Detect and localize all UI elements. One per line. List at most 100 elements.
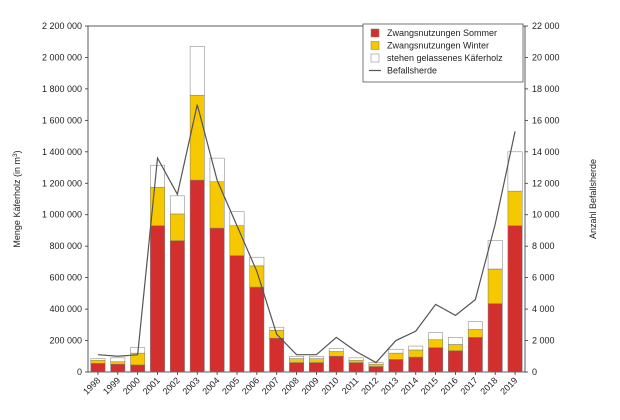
bar-segment-3 — [169, 195, 185, 215]
x-tick-label: 2007 — [260, 375, 281, 396]
bar-segment-3 — [150, 164, 165, 188]
bar-segment-3 — [487, 240, 503, 270]
bar-segment-3 — [110, 357, 126, 363]
y-tick-label: 1 400 000 — [42, 147, 82, 157]
legend-label: stehen gelassenes Käferholz — [387, 53, 503, 63]
bar-segment-2 — [428, 339, 444, 348]
y-tick-label: 400 000 — [49, 304, 82, 314]
bar-segment-2 — [348, 359, 364, 363]
bar-segment-2 — [467, 329, 483, 338]
legend-swatch — [370, 28, 380, 38]
bar-segment-1 — [229, 255, 245, 373]
bar-segment-3 — [269, 326, 285, 331]
bar-segment-1 — [309, 362, 324, 373]
x-tick-label: 2018 — [478, 375, 499, 396]
bar-segment-1 — [249, 286, 265, 373]
y2-tick-label: 12 000 — [532, 178, 560, 188]
y2-tick-label: 8 000 — [532, 241, 555, 251]
x-tick-label: 1999 — [101, 375, 122, 396]
bar-segment-2 — [408, 349, 424, 358]
y-axis-title-text: Menge Käferholz (in m — [12, 157, 22, 248]
bar-segment-1 — [368, 366, 384, 373]
x-tick-label: 2006 — [240, 375, 261, 396]
y2-axis-title: Anzahl Befallsherde — [588, 159, 598, 239]
x-tick-label: 2011 — [340, 375, 361, 396]
bar-segment-1 — [209, 227, 225, 373]
x-tick-label: 2017 — [459, 375, 480, 396]
legend-label: Zwangsnutzungen Sommer — [387, 28, 497, 38]
y-tick-label: 1 800 000 — [42, 84, 82, 94]
bar-segment-1 — [408, 356, 424, 373]
legend-label: Zwangsnutzungen Winter — [387, 41, 489, 51]
legend-box — [362, 23, 524, 83]
y-tick-label: 1 200 000 — [42, 178, 82, 188]
x-tick-label: 2015 — [419, 375, 440, 396]
bar-segment-1 — [289, 362, 304, 373]
x-tick-label: 2000 — [121, 375, 142, 396]
legend-label: Befallsherde — [387, 66, 437, 76]
y-tick-label: 200 000 — [49, 336, 82, 346]
x-tick-label: 2005 — [220, 375, 241, 396]
x-tick-label: 2019 — [498, 375, 519, 396]
bar-segment-1 — [487, 303, 503, 373]
x-tick-label: 2016 — [439, 375, 460, 396]
y-axis-title: Menge Käferholz (in m3) — [12, 150, 22, 247]
y-tick-label: 1 000 000 — [42, 210, 82, 220]
bar-segment-2 — [90, 359, 106, 364]
bar-segment-1 — [130, 364, 146, 373]
bar-segment-1 — [150, 225, 165, 373]
x-tick-label: 2009 — [300, 375, 321, 396]
bar-segment-1 — [467, 337, 483, 373]
bar-segment-1 — [90, 363, 106, 373]
bar-segment-1 — [388, 359, 404, 373]
bar-segment-3 — [448, 337, 463, 345]
plot-area-border — [87, 25, 526, 373]
bar-segment-1 — [507, 225, 523, 373]
bar-segment-3 — [348, 357, 364, 361]
legend-swatch — [370, 41, 380, 50]
y-axis-title-superscript: 3 — [12, 153, 19, 157]
y2-tick-label: 4 000 — [532, 304, 555, 314]
bar-segment-1 — [348, 362, 364, 373]
y-axis-title-suffix: ) — [12, 150, 22, 153]
bar-segment-2 — [507, 190, 523, 226]
x-tick-label: 2013 — [379, 375, 400, 396]
bar-segment-2 — [388, 352, 404, 360]
y2-tick-label: 14 000 — [532, 147, 560, 157]
bar-segment-3 — [408, 345, 424, 351]
bar-segment-2 — [209, 181, 225, 229]
bar-segment-2 — [448, 344, 463, 352]
y2-tick-label: 2 000 — [532, 336, 555, 346]
x-tick-label: 2004 — [200, 375, 221, 396]
y2-tick-label: 18 000 — [532, 84, 560, 94]
y2-tick-label: 22 000 — [532, 21, 560, 31]
bar-segment-3 — [189, 46, 205, 96]
x-tick-label: 2001 — [141, 375, 162, 396]
y2-tick-label: 16 000 — [532, 115, 560, 125]
bar-segment-3 — [309, 356, 324, 359]
bar-segment-3 — [289, 356, 304, 359]
y2-tick-label: 20 000 — [532, 52, 560, 62]
befallsherde-line — [97, 104, 516, 364]
x-tick-label: 2002 — [161, 375, 182, 396]
bar-segment-1 — [428, 347, 444, 373]
bar-segment-1 — [448, 350, 463, 373]
bar-segment-2 — [110, 361, 126, 365]
y2-tick-label: 0 — [532, 367, 537, 377]
y-tick-label: 1 600 000 — [42, 115, 82, 125]
bar-segment-2 — [169, 213, 185, 241]
x-tick-label: 2008 — [280, 375, 301, 396]
bar-segment-1 — [189, 179, 205, 373]
legend-swatch — [370, 53, 380, 63]
bar-segment-3 — [328, 348, 344, 352]
bar-segment-3 — [467, 321, 483, 330]
bar-segment-3 — [388, 348, 404, 354]
bar-segment-3 — [507, 151, 523, 192]
bar-segment-2 — [368, 363, 384, 367]
y2-tick-label: 10 000 — [532, 210, 560, 220]
bar-segment-1 — [110, 363, 126, 373]
bar-segment-2 — [289, 358, 304, 363]
bar-segment-2 — [189, 94, 205, 181]
bar-segment-2 — [328, 351, 344, 357]
